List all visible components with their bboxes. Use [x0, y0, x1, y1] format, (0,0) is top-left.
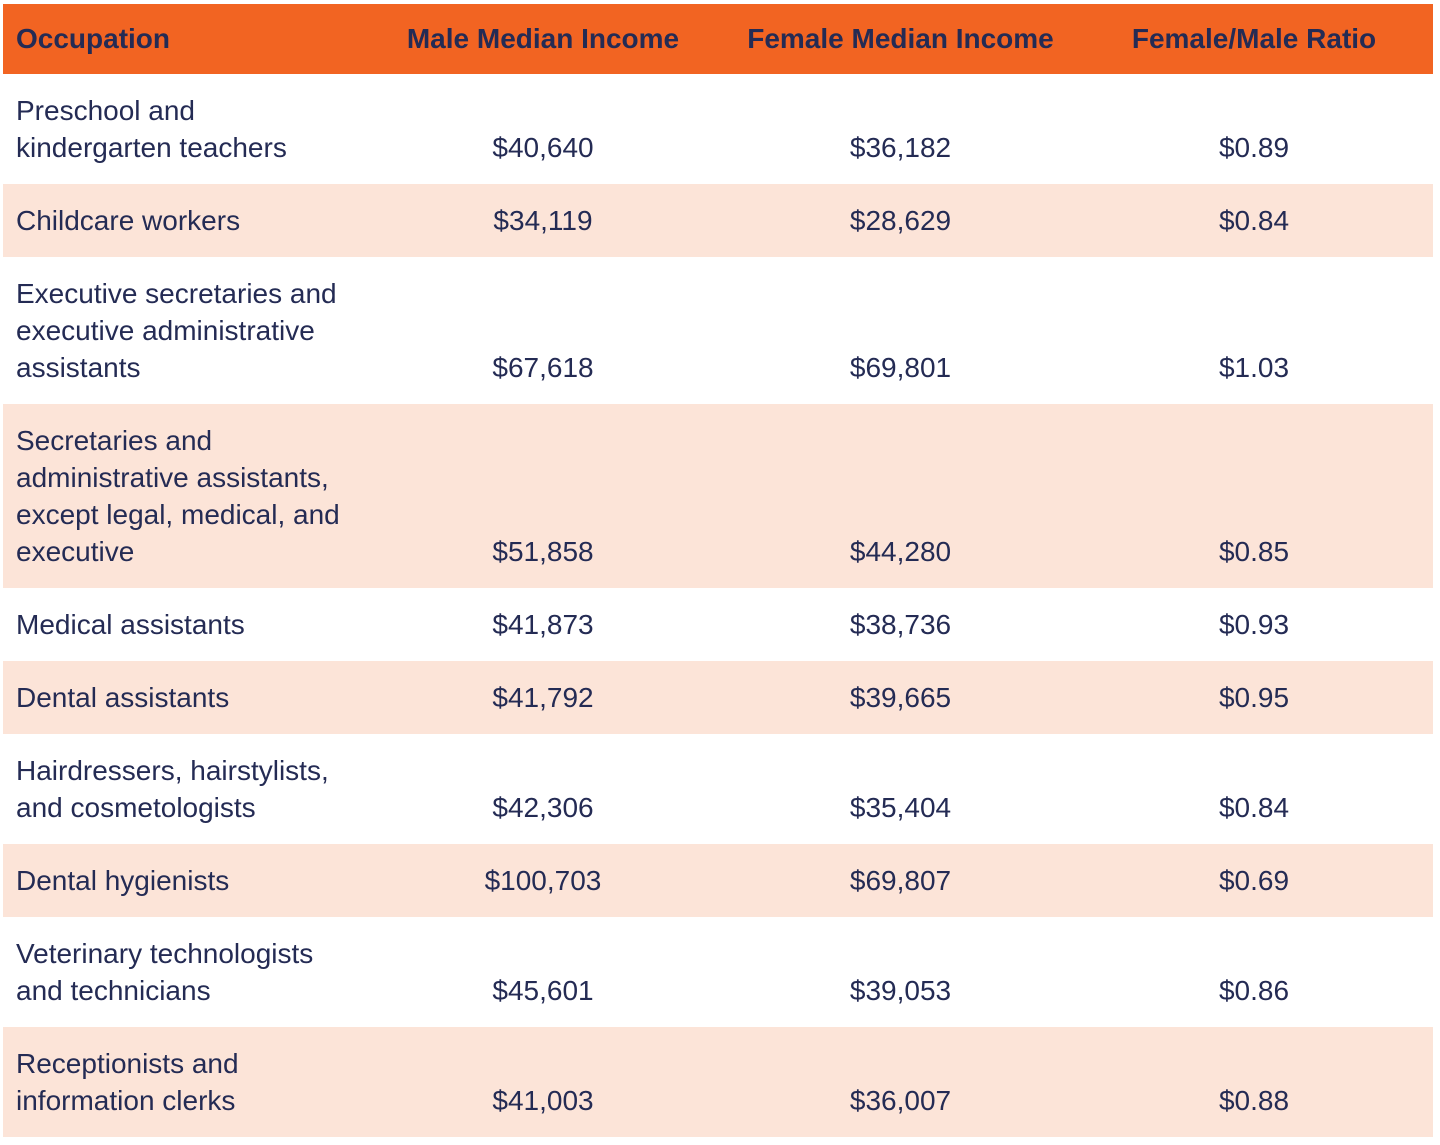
occupation-cell: Preschool and kindergarten teachers — [16, 95, 287, 163]
table-row: Veterinary technologists and technicians… — [3, 917, 1433, 1027]
female-income-cell: $36,007 — [849, 1085, 952, 1116]
table-row: Executive secretaries and executive admi… — [3, 257, 1433, 404]
female-income-cell: $69,801 — [849, 352, 952, 383]
occupation-cell: Childcare workers — [16, 205, 241, 236]
column-header-female-male-ratio: Female/Male Ratio — [1103, 4, 1433, 74]
female-income-cell: $35,404 — [849, 792, 952, 823]
male-income-cell: $41,003 — [492, 1085, 594, 1116]
table-row: Secretaries and administrative assistant… — [3, 404, 1433, 588]
table-row: Dental assistants $41,792 $39,665 $0.95 — [3, 661, 1433, 734]
table-row: Hairdressers, hairstylists, and cosmetol… — [3, 734, 1433, 844]
occupation-cell: Receptionists and information clerks — [16, 1048, 239, 1116]
table-body: Preschool and kindergarten teachers $40,… — [3, 74, 1433, 1137]
male-income-cell: $41,792 — [492, 682, 594, 713]
male-income-cell: $41,873 — [492, 609, 594, 640]
female-income-cell: $38,736 — [849, 609, 952, 640]
ratio-cell: $0.86 — [1218, 975, 1290, 1006]
table-header: Occupation Male Median Income Female Med… — [3, 4, 1433, 74]
male-income-cell: $51,858 — [492, 536, 594, 567]
ratio-cell: $0.95 — [1218, 682, 1290, 713]
occupation-cell: Executive secretaries and executive admi… — [16, 278, 337, 383]
ratio-cell: $0.89 — [1218, 132, 1290, 163]
table-row: Receptionists and information clerks $41… — [3, 1027, 1433, 1137]
ratio-cell: $0.69 — [1218, 865, 1290, 896]
occupation-cell: Secretaries and administrative assistant… — [16, 425, 340, 567]
column-header-male-median-income: Male Median Income — [388, 4, 698, 74]
female-income-cell: $39,665 — [849, 682, 952, 713]
table-row: Preschool and kindergarten teachers $40,… — [3, 74, 1433, 184]
table-row: Childcare workers $34,119 $28,629 $0.84 — [3, 184, 1433, 257]
header-row: Occupation Male Median Income Female Med… — [3, 4, 1433, 74]
occupation-cell: Medical assistants — [16, 609, 245, 640]
female-income-cell: $28,629 — [849, 205, 952, 236]
column-header-occupation: Occupation — [3, 4, 388, 74]
occupation-cell: Veterinary technologists and technicians — [16, 938, 314, 1006]
male-income-cell: $100,703 — [484, 865, 602, 896]
male-income-cell: $40,640 — [492, 132, 594, 163]
occupation-cell: Dental assistants — [16, 682, 230, 713]
income-table: Occupation Male Median Income Female Med… — [3, 4, 1433, 1137]
ratio-cell: $0.84 — [1218, 792, 1290, 823]
table-row: Medical assistants $41,873 $38,736 $0.93 — [3, 588, 1433, 661]
male-income-cell: $45,601 — [492, 975, 594, 1006]
ratio-cell: $0.93 — [1218, 609, 1290, 640]
table-row: Dental hygienists $100,703 $69,807 $0.69 — [3, 844, 1433, 917]
ratio-cell: $1.03 — [1218, 352, 1290, 383]
occupation-cell: Dental hygienists — [16, 865, 230, 896]
ratio-cell: $0.85 — [1218, 536, 1290, 567]
male-income-cell: $34,119 — [493, 205, 593, 236]
male-income-cell: $67,618 — [492, 352, 594, 383]
ratio-cell: $0.84 — [1218, 205, 1290, 236]
female-income-cell: $39,053 — [849, 975, 952, 1006]
male-income-cell: $42,306 — [492, 792, 594, 823]
female-income-cell: $69,807 — [849, 865, 952, 896]
occupation-cell: Hairdressers, hairstylists, and cosmetol… — [16, 755, 329, 823]
ratio-cell: $0.88 — [1218, 1085, 1290, 1116]
column-header-female-median-income: Female Median Income — [698, 4, 1103, 74]
female-income-cell: $44,280 — [849, 536, 952, 567]
female-income-cell: $36,182 — [849, 132, 952, 163]
